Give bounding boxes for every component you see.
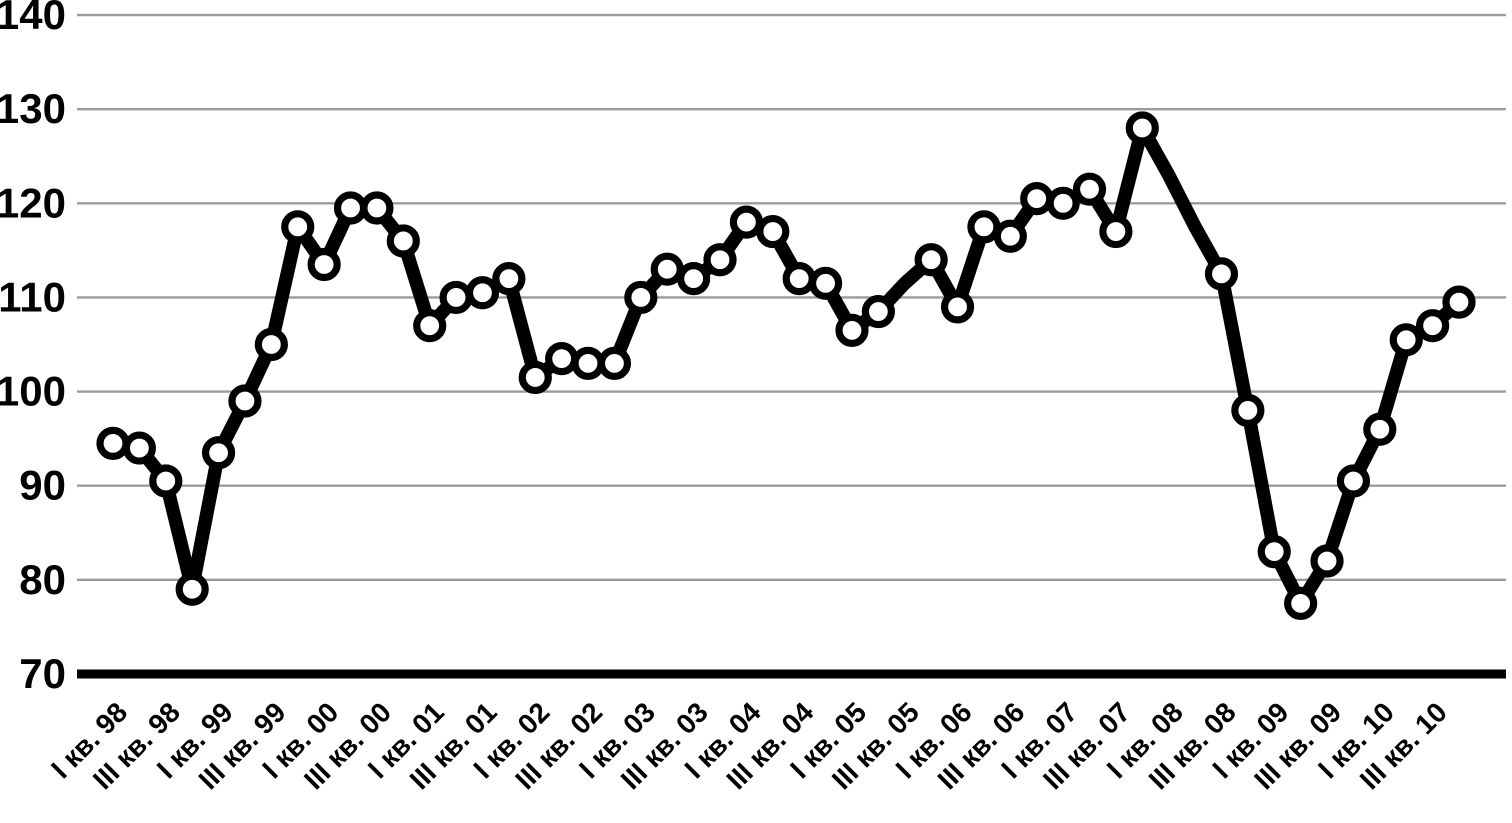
data-point-marker — [808, 266, 843, 300]
data-point-marker — [677, 262, 711, 296]
y-tick-label: 70 — [19, 650, 66, 697]
data-point-marker — [782, 262, 816, 296]
data-point-marker — [122, 431, 156, 465]
data-point-marker — [1363, 412, 1397, 446]
data-point-marker — [1284, 586, 1318, 620]
y-tick-label: 130 — [0, 85, 66, 132]
data-point-marker — [149, 464, 183, 498]
data-point-marker — [1389, 323, 1423, 357]
data-point-marker — [307, 247, 341, 282]
data-point-marker — [439, 280, 473, 315]
y-tick-label: 80 — [19, 556, 66, 603]
y-tick-label: 140 — [0, 0, 66, 38]
y-tick-label: 110 — [0, 273, 66, 320]
y-tick-label: 90 — [19, 462, 66, 509]
y-tick-label: 100 — [0, 368, 66, 415]
data-point-marker — [518, 360, 552, 395]
data-point-marker — [861, 294, 895, 329]
data-point-marker — [650, 252, 684, 286]
data-point-marker — [940, 290, 975, 324]
data-point-marker — [703, 243, 737, 277]
data-point-marker — [201, 436, 236, 470]
data-point-marker — [914, 243, 948, 277]
data-point-marker — [1415, 309, 1450, 343]
data-point-marker — [756, 214, 790, 249]
data-point-marker — [729, 205, 764, 239]
data-point-marker — [1204, 257, 1239, 291]
data-point-marker — [465, 276, 500, 310]
data-point-marker — [333, 191, 368, 225]
data-point-marker — [1310, 544, 1344, 578]
data-point-marker — [413, 309, 447, 343]
data-point-marker — [967, 210, 1001, 244]
data-point-marker — [1257, 535, 1291, 569]
data-point-marker — [1336, 464, 1371, 498]
data-point-marker — [1442, 285, 1476, 319]
data-point-marker — [1020, 181, 1054, 216]
data-point-marker — [571, 346, 605, 380]
data-point-marker — [1046, 186, 1080, 220]
data-point-marker — [175, 572, 209, 606]
data-point-marker — [624, 280, 658, 315]
data-point-marker — [1099, 214, 1133, 249]
data-point-marker — [228, 384, 262, 418]
data-point-marker — [545, 342, 579, 376]
trend-line — [106, 121, 1466, 611]
data-point-marker — [1072, 172, 1107, 206]
y-tick-label: 120 — [0, 179, 66, 226]
data-point-marker — [993, 219, 1027, 253]
data-point-marker — [96, 426, 130, 460]
data-point-marker — [597, 346, 632, 380]
data-point-marker — [1125, 111, 1159, 145]
data-point-marker — [254, 327, 288, 362]
data-point-marker — [492, 262, 526, 296]
data-point-marker — [360, 191, 394, 225]
data-point-marker — [1231, 393, 1265, 428]
data-point-marker — [835, 313, 869, 347]
data-point-marker — [281, 210, 315, 244]
data-point-marker — [386, 224, 420, 258]
